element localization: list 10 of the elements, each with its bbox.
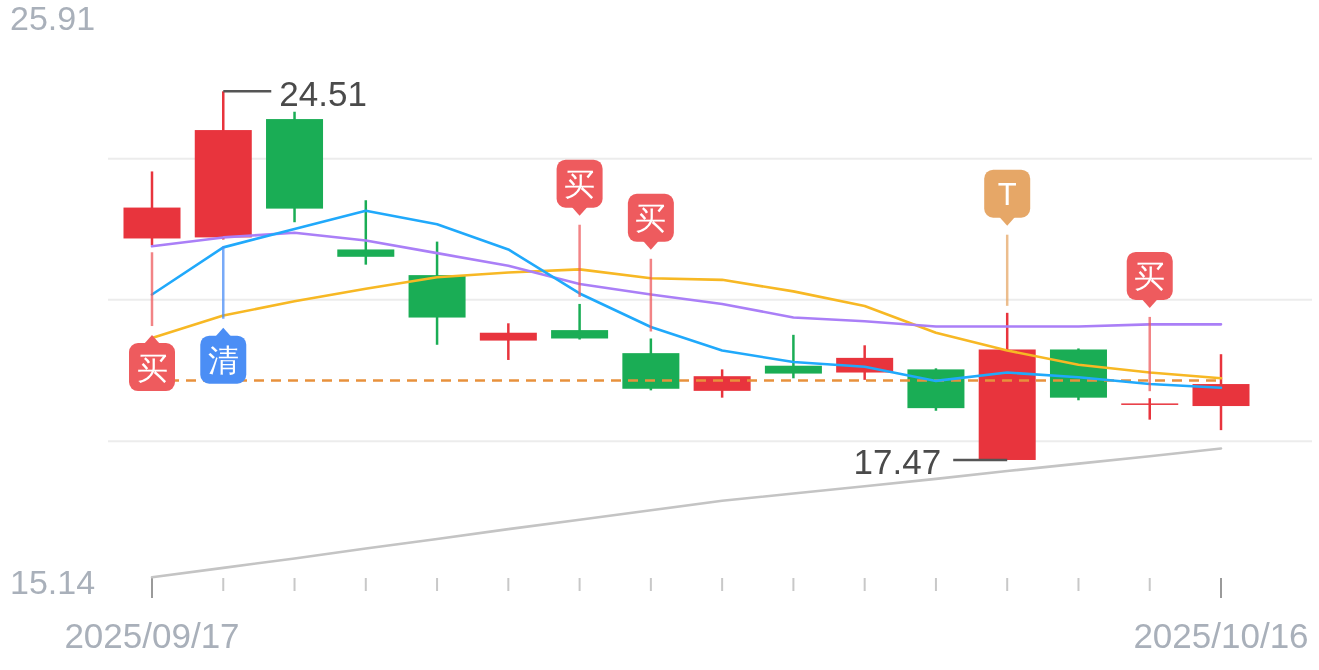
data-label: 买	[136, 350, 168, 386]
data-label: 清	[207, 343, 239, 379]
data-label: T	[997, 177, 1017, 213]
data-label: 买	[1134, 259, 1166, 295]
x-tick-label: 2025/10/16	[1133, 616, 1309, 655]
data-label: 买	[564, 167, 596, 203]
y-tick-label: 25.91	[10, 0, 96, 37]
y-tick-label: 15.14	[10, 563, 96, 601]
x-tick-label: 2025/09/17	[64, 616, 240, 655]
data-label: 买	[635, 201, 667, 237]
